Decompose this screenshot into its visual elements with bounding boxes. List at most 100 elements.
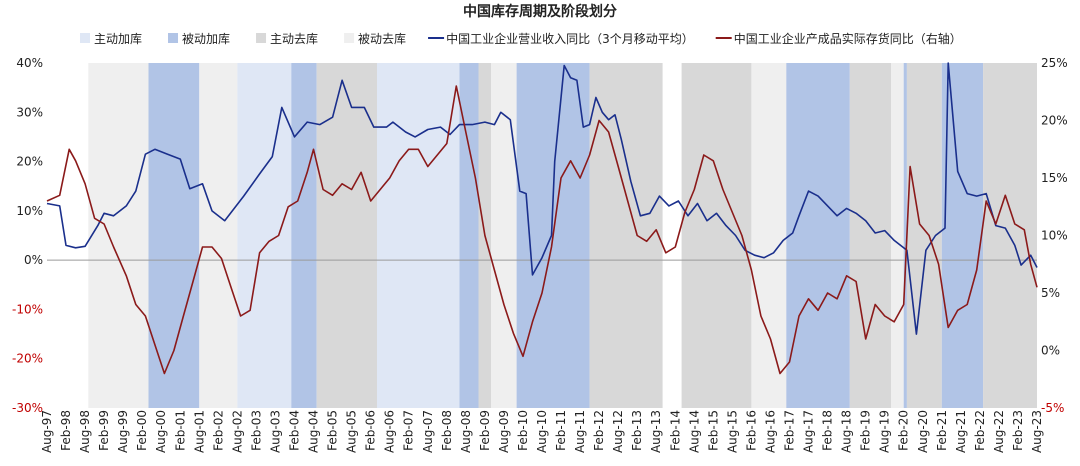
- phase-band-1: [148, 63, 200, 408]
- revenue-yoy-line: [46, 62, 1038, 335]
- x-tick-label: Aug-16: [764, 410, 778, 453]
- x-tick-label: Aug-13: [649, 410, 663, 453]
- y-left-tick-label: -30%: [12, 401, 43, 415]
- chart-title: 中国库存周期及阶段划分: [463, 3, 617, 20]
- x-tick-label: Feb-09: [478, 410, 492, 451]
- x-tick-label: Aug-08: [459, 410, 473, 453]
- x-tick-label: Feb-01: [173, 410, 187, 451]
- phase-band-11: [589, 63, 663, 408]
- y-right-tick-label: 0%: [1041, 344, 1060, 358]
- phase-band-19: [941, 63, 984, 408]
- x-tick-label: Aug-99: [116, 410, 130, 453]
- phase-band-15: [849, 63, 892, 408]
- y-left-tick-label: -10%: [12, 302, 43, 316]
- phase-band-2: [199, 63, 238, 408]
- phase-bands: [88, 63, 1037, 408]
- x-tick-label: Feb-20: [897, 410, 911, 451]
- x-tick-label: Aug-03: [269, 410, 283, 453]
- legend-swatch-3: [344, 33, 355, 43]
- y-left-tick-label: 0%: [24, 253, 43, 267]
- y-right-tick-label: -5%: [1041, 401, 1064, 415]
- phase-band-3: [237, 63, 292, 408]
- x-tick-label: Feb-15: [706, 410, 720, 451]
- x-tick-label: Feb-06: [364, 410, 378, 451]
- series-lines: [46, 62, 1038, 375]
- phase-band-17: [903, 63, 907, 408]
- y-right-tick-label: 10%: [1041, 229, 1068, 243]
- x-tick-label: Feb-04: [288, 410, 302, 451]
- phase-band-7: [459, 63, 479, 408]
- x-tick-label: Feb-05: [326, 410, 340, 451]
- x-tick-label: Aug-10: [535, 410, 549, 453]
- x-tick-label: Feb-98: [59, 410, 73, 451]
- legend-swatch-2: [256, 33, 267, 43]
- x-tick-label: Aug-97: [40, 410, 54, 453]
- legend-label-4: 中国工业企业营业收入同比（3个月移动平均）: [446, 31, 694, 46]
- x-tick-label: Aug-18: [840, 410, 854, 453]
- legend-label-0: 主动加库: [94, 31, 142, 46]
- x-tick-label: Feb-12: [592, 410, 606, 451]
- y-left-tick-label: -20%: [12, 352, 43, 366]
- x-tick-label: Aug-21: [954, 410, 968, 453]
- legend-label-3: 被动去库: [358, 31, 406, 46]
- x-tick-label: Feb-13: [630, 410, 644, 451]
- x-tick-label: Feb-22: [973, 410, 987, 451]
- y-left-tick-label: 10%: [16, 204, 43, 218]
- phase-band-9: [491, 63, 517, 408]
- x-tick-label: Aug-04: [307, 410, 321, 453]
- axes: 40% 30% 20% 10% 0% -10% -20% -30% 25% 20% 15% 10% 5%…: [12, 56, 1068, 453]
- x-tick-label: Feb-03: [249, 410, 263, 451]
- x-tick-label: Aug-20: [916, 410, 930, 453]
- x-tick-label: Feb-99: [97, 410, 111, 451]
- x-tick-label: Feb-16: [744, 410, 758, 451]
- y-right-tick-label: 5%: [1041, 286, 1060, 300]
- legend-swatch-1: [168, 33, 179, 43]
- x-tick-label: Aug-06: [383, 410, 397, 453]
- x-tick-label: Aug-19: [878, 410, 892, 453]
- x-tick-label: Feb-08: [440, 410, 454, 451]
- x-tick-label: Aug-15: [725, 410, 739, 453]
- legend-label-5: 中国工业企业产成品实际存货同比（右轴）: [734, 31, 962, 46]
- phase-band-14: [786, 63, 850, 408]
- phase-band-6: [377, 63, 460, 408]
- x-tick-label: Aug-17: [802, 410, 816, 453]
- x-tick-label: Aug-01: [192, 410, 206, 453]
- y-right-tick-label: 25%: [1041, 56, 1068, 70]
- legend-label-1: 被动加库: [182, 31, 230, 46]
- y-right-tick-label: 15%: [1041, 171, 1068, 185]
- phase-band-16: [891, 63, 904, 408]
- legend-swatch-0: [80, 33, 90, 43]
- phase-band-0: [88, 63, 149, 408]
- x-tick-label: Feb-02: [211, 410, 225, 451]
- y-right-tick-label: 20%: [1041, 114, 1068, 128]
- x-tick-label: Feb-18: [821, 410, 835, 451]
- inventory-yoy-line: [46, 85, 1038, 375]
- phase-band-13: [751, 63, 787, 408]
- x-tick-label: Aug-05: [345, 410, 359, 453]
- phase-band-4: [291, 63, 317, 408]
- y-left-tick-label: 30%: [16, 105, 43, 119]
- x-tick-label: Aug-02: [230, 410, 244, 453]
- x-tick-label: Aug-11: [573, 410, 587, 453]
- x-tick-label: Feb-07: [402, 410, 416, 451]
- x-tick-label: Aug-07: [421, 410, 435, 453]
- phase-band-12: [681, 63, 752, 408]
- x-tick-label: Aug-12: [611, 410, 625, 453]
- x-tick-label: Aug-22: [992, 410, 1006, 453]
- x-tick-label: Feb-10: [516, 410, 530, 451]
- x-tick-label: Aug-23: [1030, 410, 1044, 453]
- x-tick-label: Aug-00: [154, 410, 168, 453]
- x-tick-label: Feb-11: [554, 410, 568, 451]
- x-tick-label: Feb-17: [783, 410, 797, 451]
- legend-label-2: 主动去库: [270, 31, 318, 46]
- legend: 主动加库 被动加库 主动去库 被动去库 中国工业企业营业收入同比（3个月移动平均） 中国工…: [80, 31, 962, 46]
- x-tick-label: Feb-21: [935, 410, 949, 451]
- x-tick-label: Aug-98: [78, 410, 92, 453]
- x-tick-label: Feb-23: [1011, 410, 1025, 451]
- x-tick-label: Feb-00: [135, 410, 149, 451]
- y-left-tick-label: 40%: [16, 56, 43, 70]
- x-tick-label: Feb-19: [859, 410, 873, 451]
- x-tick-label: Aug-14: [687, 410, 701, 453]
